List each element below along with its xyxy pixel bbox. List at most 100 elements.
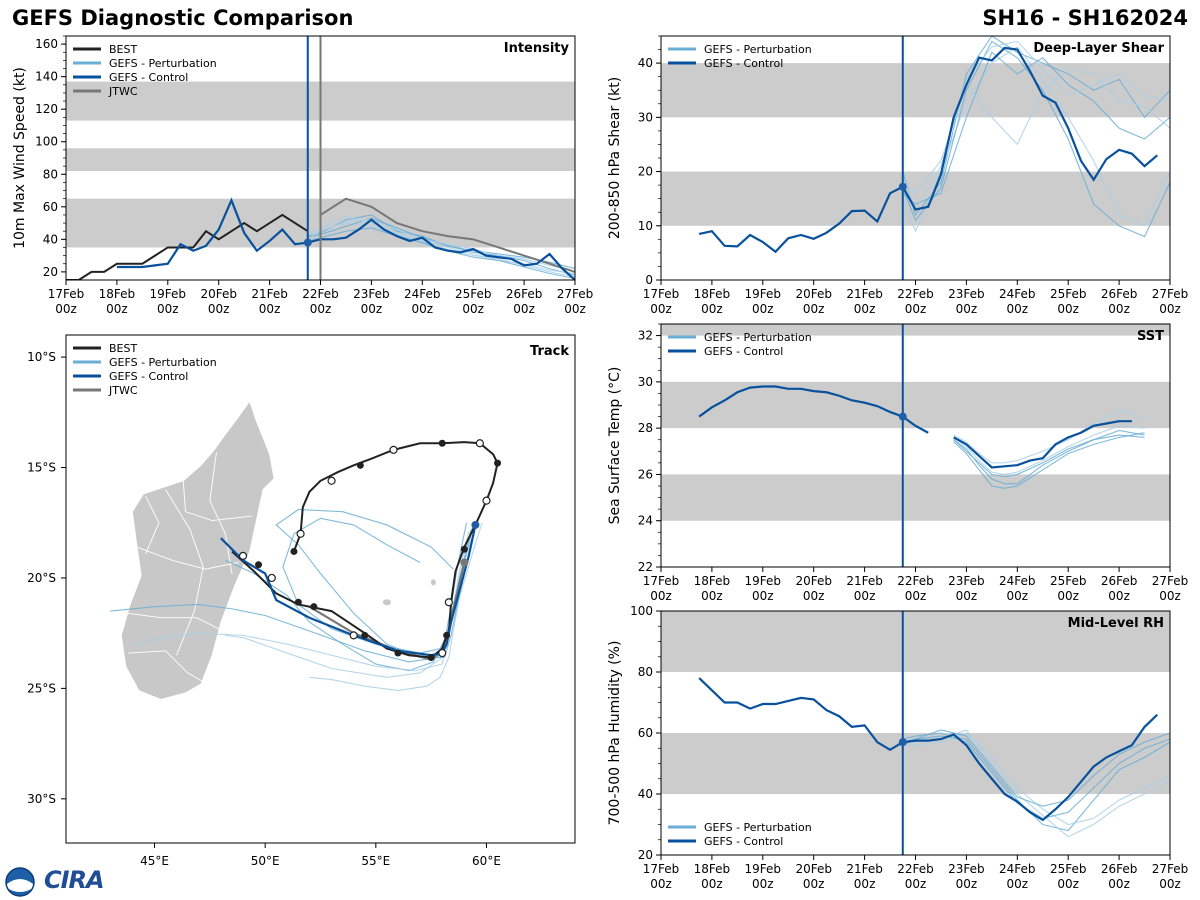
intensity-xtick-label: 00z <box>55 302 77 316</box>
rh-xtick-label: 00z <box>1057 877 1079 891</box>
track-xtick-label: 50°E <box>251 854 280 868</box>
region-border-3 <box>127 612 219 630</box>
intensity-xtick-label: 19Feb <box>150 287 187 301</box>
sst-band-2 <box>661 324 1170 336</box>
shear-legend-label: GEFS - Control <box>704 57 783 70</box>
rh-control-line <box>698 677 1159 822</box>
rh-xtick-label: 19Feb <box>745 862 782 876</box>
rh-xtick-label: 25Feb <box>1050 862 1087 876</box>
sst-perturbation-line-0 <box>953 429 1145 485</box>
sst-band-0 <box>661 474 1170 521</box>
intensity-jtwc-line <box>319 197 575 273</box>
sst-ylabel: Sea Surface Temp (°C) <box>607 367 623 525</box>
rh-ytick-label: 60 <box>638 726 653 740</box>
sst-xtick-label: 00z <box>701 589 723 603</box>
rh-init-marker <box>898 738 907 747</box>
track-ytick-label: 15°S <box>27 461 56 475</box>
sst-xtick-label: 00z <box>1057 589 1079 603</box>
shear-xtick-label: 26Feb <box>1101 287 1138 301</box>
shear-perturbation-line-1 <box>902 46 1170 233</box>
sst-legend-label: GEFS - Control <box>704 345 783 358</box>
track-best-marker-open <box>389 445 398 454</box>
rh-legend-label: GEFS - Perturbation <box>704 821 812 834</box>
track-best-marker-filled <box>361 631 369 639</box>
sst-ytick-label: 32 <box>638 329 653 343</box>
intensity-ytick-label: 80 <box>43 167 58 181</box>
sst-xtick-label: 27Feb <box>1152 574 1189 588</box>
rh-xtick-label: 22Feb <box>897 862 934 876</box>
shear-perturbation-line-3 <box>902 67 1170 195</box>
sst-xtick-label: 00z <box>905 589 927 603</box>
sst-ytick-label: 24 <box>638 514 653 528</box>
intensity-xtick-label: 00z <box>564 302 586 316</box>
sst-perturbation-line-1 <box>953 425 1145 475</box>
rh-perturbation-line-1 <box>902 732 1170 826</box>
intensity-xtick-label: 17Feb <box>48 287 85 301</box>
rh-xtick-label: 00z <box>1108 877 1130 891</box>
shear-xtick-label: 00z <box>650 302 672 316</box>
intensity-perturbation-line-5 <box>307 219 575 273</box>
shear-xtick-label: 00z <box>956 302 978 316</box>
intensity-xtick-label: 25Feb <box>455 287 492 301</box>
track-best-marker-open <box>327 476 336 485</box>
sst-ytick-label: 28 <box>638 421 653 435</box>
sst-xtick-label: 25Feb <box>1050 574 1087 588</box>
shear-ytick-label: 0 <box>645 273 653 287</box>
sst-xtick-label: 00z <box>1007 589 1029 603</box>
sst-xtick-label: 00z <box>1159 589 1181 603</box>
shear-xtick-label: 27Feb <box>1152 287 1189 301</box>
track-panel: 45°E 50°E 55°E 60°E 10°S 15°S 20°S 25°S 30°S Trac… <box>27 334 576 868</box>
shear-xtick-label: 24Feb <box>999 287 1036 301</box>
track-best-marker-filled <box>438 439 446 447</box>
intensity-xtick-label: 21Feb <box>251 287 288 301</box>
intensity-xtick-label: 00z <box>412 302 434 316</box>
intensity-xtick-label: 00z <box>208 302 230 316</box>
sst-ytick-label: 30 <box>638 375 653 389</box>
track-perturbation-line-3 <box>309 522 483 692</box>
shear-xtick-label: 00z <box>701 302 723 316</box>
intensity-title: Intensity <box>504 41 570 56</box>
intensity-xtick-label: 00z <box>157 302 179 316</box>
rh-xtick-label: 20Feb <box>795 862 832 876</box>
intensity-xtick-label: 00z <box>361 302 383 316</box>
sst-xtick-label: 00z <box>803 589 825 603</box>
rh-ytick-label: 40 <box>638 787 653 801</box>
track-best-marker-open <box>475 439 484 448</box>
track-best-marker-filled <box>443 631 451 639</box>
shear-xtick-label: 00z <box>1057 302 1079 316</box>
rh-ytick-label: 100 <box>630 604 653 618</box>
track-frame <box>65 334 576 844</box>
track-best-marker-filled <box>460 545 468 553</box>
shear-xtick-label: 00z <box>1159 302 1181 316</box>
shear-panel: 01020304017Feb00z18Feb00z19Feb00z20Feb00… <box>607 35 1189 316</box>
track-best-marker-filled <box>427 653 435 661</box>
track-legend-label: GEFS - Perturbation <box>109 356 217 369</box>
track-best-marker-filled <box>394 649 402 657</box>
track-ytick-label: 25°S <box>27 681 56 695</box>
shear-init-marker <box>898 182 907 191</box>
mauritius-island <box>430 579 436 586</box>
intensity-legend-label: JTWC <box>108 85 138 98</box>
shear-ytick-label: 10 <box>638 219 653 233</box>
rh-xtick-label: 18Feb <box>694 862 731 876</box>
intensity-xtick-label: 27Feb <box>557 287 594 301</box>
shear-title: Deep-Layer Shear <box>1033 41 1164 56</box>
track-best-marker-filled <box>310 603 318 611</box>
track-best-marker-filled <box>255 561 263 569</box>
sst-control-line <box>698 385 929 434</box>
sst-xtick-label: 20Feb <box>795 574 832 588</box>
track-perturbation-line-6 <box>275 508 476 659</box>
cira-logo-text: CIRA <box>44 866 105 894</box>
track-map-area <box>110 400 502 700</box>
track-ytick-label: 30°S <box>27 792 56 806</box>
track-perturbation-line-2 <box>225 522 468 672</box>
shear-xtick-label: 19Feb <box>745 287 782 301</box>
sst-xtick-label: 00z <box>1108 589 1130 603</box>
intensity-legend-label: GEFS - Control <box>109 71 188 84</box>
rh-xtick-label: 00z <box>650 877 672 891</box>
shear-ytick-label: 20 <box>638 165 653 179</box>
shear-xtick-label: 00z <box>803 302 825 316</box>
rh-xtick-label: 27Feb <box>1152 862 1189 876</box>
storm-id-title: SH16 - SH162024 <box>982 6 1188 30</box>
track-best-marker-open <box>349 631 358 640</box>
